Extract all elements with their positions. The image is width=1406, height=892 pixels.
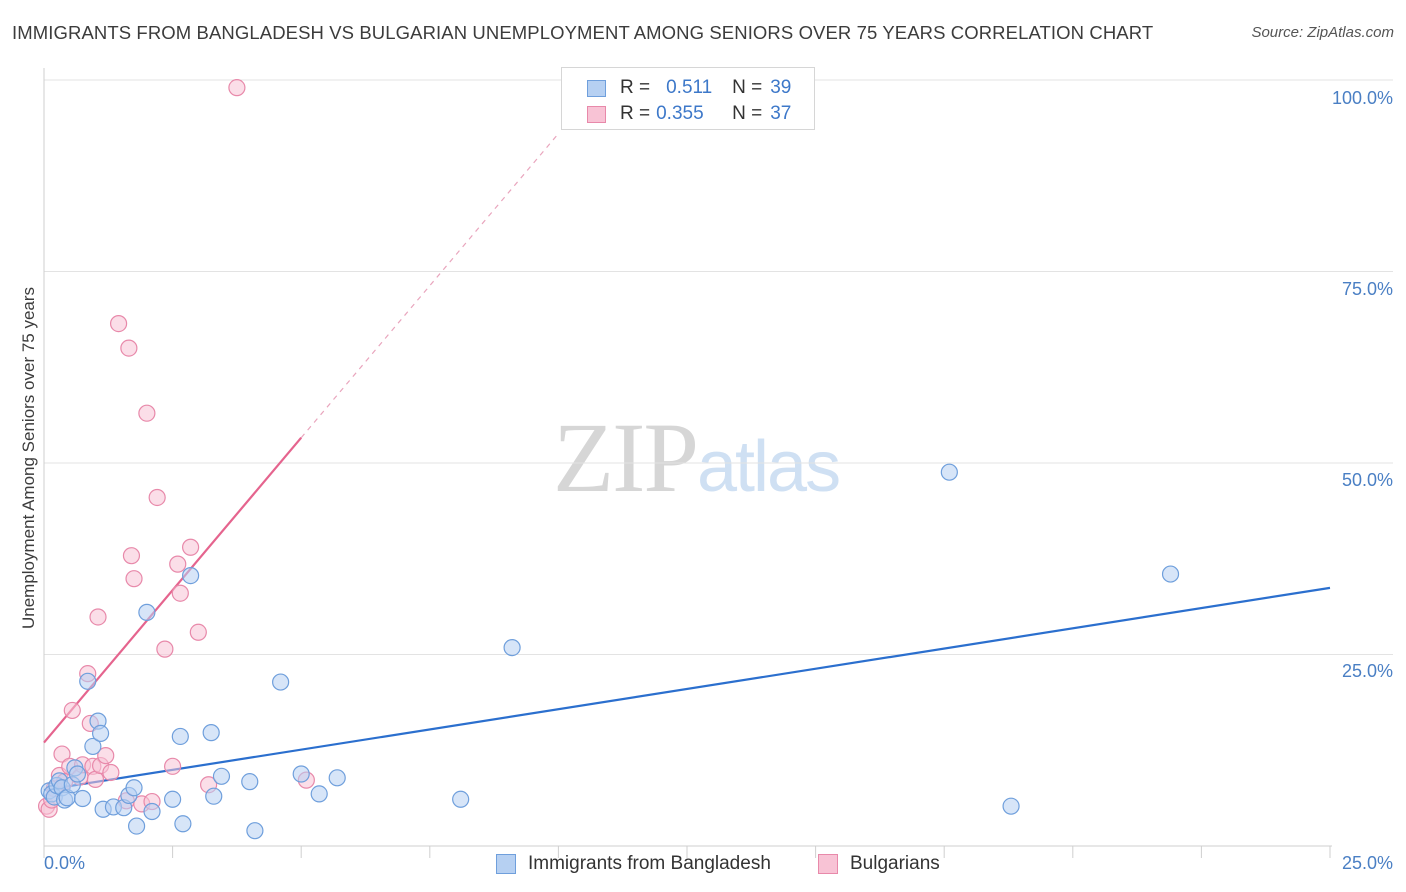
- point-bangladesh-13: [84, 737, 102, 756]
- watermark-zip: ZIP: [553, 402, 699, 513]
- y-tick-label-50: 50.0%: [1342, 470, 1393, 490]
- data-points: [37, 79, 1180, 840]
- chart-title: IMMIGRANTS FROM BANGLADESH VS BULGARIAN …: [12, 22, 1154, 43]
- point-bangladesh-33: [272, 673, 290, 691]
- legend-n-value: 39: [770, 77, 792, 98]
- y-tick-label-100: 100.0%: [1332, 88, 1393, 108]
- point-bangladesh-25: [171, 727, 189, 746]
- point-bangladesh-32: [246, 822, 264, 840]
- bottom-legend-bulgarians: Bulgarians: [818, 852, 940, 876]
- bottom-legend-label-bangladesh: Immigrants from Bangladesh: [528, 853, 771, 874]
- point-bangladesh-38: [503, 639, 521, 657]
- legend-r-value: 0.355: [656, 103, 704, 124]
- point-bulgarians-35: [228, 79, 246, 97]
- point-bulgarians-15: [89, 608, 107, 626]
- point-bulgarians-31: [171, 584, 189, 602]
- point-bangladesh-20: [125, 779, 143, 797]
- legend-r-key: R =: [620, 103, 651, 124]
- point-bangladesh-40: [1002, 797, 1020, 815]
- x-tick-label-min: 0.0%: [44, 853, 85, 873]
- correlation-legend: R = 0.511 N = 39 R = 0.355 N = 37: [561, 67, 815, 130]
- point-bangladesh-21: [127, 817, 146, 835]
- point-bangladesh-41: [1161, 565, 1180, 583]
- y-tick-label-75: 75.0%: [1342, 279, 1393, 299]
- point-bulgarians-5: [53, 745, 71, 763]
- point-bangladesh-36: [328, 769, 346, 787]
- point-bangladesh-10: [68, 765, 87, 783]
- legend-n-key: N =: [732, 103, 763, 124]
- legend-row-bangladesh: R = 0.511 N = 39: [587, 77, 791, 99]
- point-bangladesh-23: [143, 802, 161, 821]
- point-bangladesh-26: [174, 815, 192, 833]
- y-tick-label-25: 25.0%: [1342, 661, 1393, 681]
- point-bulgarians-25: [138, 404, 156, 422]
- point-bulgarians-27: [148, 488, 166, 507]
- point-bangladesh-39: [940, 463, 958, 481]
- axes: [43, 68, 1332, 858]
- point-bangladesh-37: [452, 790, 470, 808]
- point-bulgarians-33: [189, 623, 207, 641]
- point-bulgarians-30: [169, 555, 187, 573]
- x-tick-label-max: 25.0%: [1342, 853, 1393, 873]
- point-bangladesh-27: [182, 567, 200, 585]
- trend-line-bulgarians-extension: [300, 133, 559, 439]
- point-bulgarians-8: [63, 701, 81, 720]
- bottom-legend-bangladesh: Immigrants from Bangladesh: [496, 852, 771, 876]
- axis-labels: Unemployment Among Seniors over 75 years…: [19, 88, 1393, 873]
- legend-row-bulgarians: R = 0.355 N = 37: [587, 103, 791, 125]
- point-bulgarians-17: [97, 747, 115, 765]
- point-bangladesh-28: [202, 724, 220, 742]
- point-bangladesh-34: [292, 765, 310, 783]
- watermark-atlas: atlas: [697, 427, 841, 507]
- point-bangladesh-22: [138, 603, 156, 621]
- trend-lines: [43, 133, 1331, 792]
- point-bangladesh-24: [164, 790, 182, 808]
- legend-r-value: 0.511: [666, 77, 713, 98]
- watermark: ZIPatlas: [553, 400, 841, 515]
- point-bulgarians-28: [156, 640, 174, 658]
- point-bulgarians-32: [182, 538, 200, 556]
- point-bulgarians-21: [120, 339, 138, 357]
- legend-swatch-pink: [587, 105, 606, 123]
- grid-lines: [44, 79, 1393, 655]
- legend-n-value: 37: [770, 103, 792, 124]
- point-bulgarians-22: [122, 547, 141, 565]
- point-bulgarians-23: [125, 570, 143, 588]
- point-bangladesh-31: [241, 773, 259, 791]
- point-bangladesh-15: [91, 724, 110, 742]
- trend-line-bangladesh: [43, 586, 1331, 792]
- point-bulgarians-18: [102, 763, 120, 782]
- y-axis-label: Unemployment Among Seniors over 75 years: [19, 287, 38, 629]
- legend-n-key: N =: [732, 77, 763, 98]
- point-bulgarians-29: [164, 757, 182, 775]
- bottom-legend-label-bulgarians: Bulgarians: [850, 853, 940, 874]
- point-bulgarians-19: [109, 314, 128, 333]
- point-bangladesh-12: [79, 672, 97, 690]
- bottom-legend-swatch-blue: [496, 854, 516, 874]
- legend-r-key: R =: [620, 77, 651, 98]
- point-bangladesh-11: [73, 789, 92, 808]
- bottom-legend-swatch-pink: [818, 854, 838, 874]
- point-bangladesh-29: [205, 787, 223, 805]
- point-bangladesh-30: [212, 767, 231, 785]
- source-credit: Source: ZipAtlas.com: [1251, 24, 1394, 41]
- legend-swatch-blue: [587, 79, 606, 97]
- point-bangladesh-35: [310, 785, 328, 803]
